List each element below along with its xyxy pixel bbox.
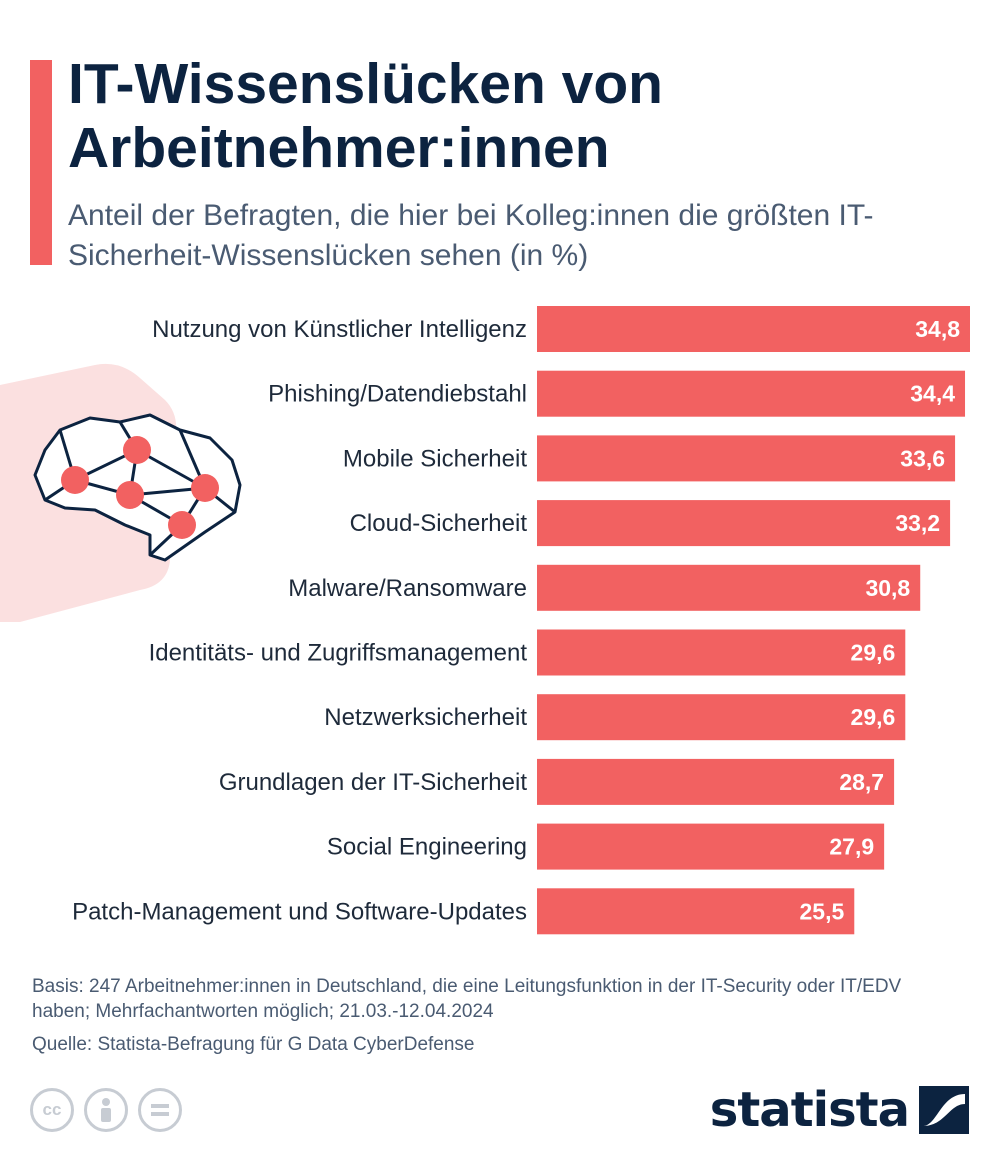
bar-value-label: 29,6 xyxy=(851,640,896,666)
bar-value-label: 30,8 xyxy=(865,575,910,601)
category-label: Nutzung von Künstlicher Intelligenz xyxy=(152,316,527,343)
bar-value-label: 34,4 xyxy=(910,381,955,407)
brand-logo-text: statista xyxy=(709,1082,910,1138)
bar xyxy=(537,694,906,741)
statista-logo-icon xyxy=(919,1086,969,1134)
category-label: Social Engineering xyxy=(327,834,527,861)
statista-brand[interactable]: statista xyxy=(710,1080,969,1140)
bar xyxy=(537,370,966,417)
bar-value-label: 33,2 xyxy=(895,510,940,536)
bar xyxy=(537,435,956,482)
bar-value-label: 25,5 xyxy=(800,898,845,924)
chart-subtitle: Anteil der Befragten, die hier bei Kolle… xyxy=(68,199,874,272)
bar-group: Identitäts- und Zugriffsmanagement 29,6 xyxy=(149,629,906,676)
bar xyxy=(537,629,906,676)
bar xyxy=(537,758,895,805)
category-label: Malware/Ransomware xyxy=(288,575,527,602)
bar xyxy=(537,306,970,352)
bar xyxy=(537,823,885,870)
bar-chart: Nutzung von Künstlicher Intelligenz 34,8 P… xyxy=(72,306,970,935)
title-accent-bar xyxy=(30,60,52,265)
bar xyxy=(537,564,921,611)
bar-value-label: 28,7 xyxy=(839,769,884,795)
bar-group: Mobile Sicherheit 33,6 xyxy=(343,435,956,482)
no-derivatives-icon[interactable] xyxy=(138,1088,182,1132)
category-label: Phishing/Datendiebstahl xyxy=(268,381,527,408)
cc-icon[interactable]: cc xyxy=(30,1088,74,1132)
category-label: Grundlagen der IT-Sicherheit xyxy=(219,769,528,796)
bar-value-label: 33,6 xyxy=(900,445,945,471)
license-icons: cc xyxy=(30,1088,182,1136)
bar-value-label: 34,8 xyxy=(915,316,960,342)
bar-group: Nutzung von Künstlicher Intelligenz 34,8 xyxy=(152,306,970,352)
source-note: Quelle: Statista-Befragung für G Data Cy… xyxy=(32,1034,475,1055)
brain-nodes-icon xyxy=(61,436,219,539)
bar-group: Malware/Ransomware 30,8 xyxy=(288,564,921,611)
bar-group: Grundlagen der IT-Sicherheit 28,7 xyxy=(219,758,895,805)
bar-group: Phishing/Datendiebstahl 34,4 xyxy=(268,370,966,417)
category-label: Patch-Management und Software-Updates xyxy=(72,898,527,925)
attribution-icon[interactable] xyxy=(84,1088,128,1132)
bar-group: Social Engineering 27,9 xyxy=(327,823,885,870)
bar xyxy=(537,500,951,547)
category-label: Cloud-Sicherheit xyxy=(350,510,528,537)
bar-value-label: 29,6 xyxy=(851,704,896,730)
bar-group: Netzwerksicherheit 29,6 xyxy=(324,694,906,741)
bar-group: Patch-Management und Software-Updates 25,… xyxy=(72,888,855,935)
bar-group: Cloud-Sicherheit 33,2 xyxy=(350,500,951,547)
category-label: Mobile Sicherheit xyxy=(343,445,527,472)
category-label: Identitäts- und Zugriffsmanagement xyxy=(149,640,528,667)
category-label: Netzwerksicherheit xyxy=(324,704,527,731)
bar-value-label: 27,9 xyxy=(829,834,874,860)
footnote-basis: Basis: 247 Arbeitnehmer:innen in Deutsch… xyxy=(32,976,902,1022)
bar xyxy=(537,888,855,935)
brain-network-illustration xyxy=(0,363,242,622)
chart-title: IT-Wissenslücken von Arbeitnehmer:innen xyxy=(68,52,663,180)
